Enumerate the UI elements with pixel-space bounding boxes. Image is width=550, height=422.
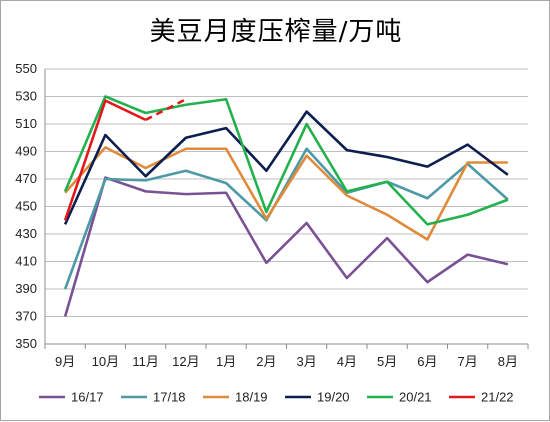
x-tick-label: 3月 [297, 354, 317, 369]
x-tick-label: 12月 [172, 354, 199, 369]
y-tick-label: 450 [15, 199, 37, 214]
x-tick-label: 10月 [92, 354, 119, 369]
x-tick-label: 5月 [377, 354, 397, 369]
y-tick-label: 410 [15, 254, 37, 269]
y-tick-label: 510 [15, 116, 37, 131]
x-tick-label: 4月 [337, 354, 357, 369]
x-tick-label: 1月 [216, 354, 236, 369]
legend-label-19/20: 19/20 [317, 390, 350, 405]
series-line-16/17 [65, 178, 508, 317]
y-tick-label: 530 [15, 89, 37, 104]
y-tick-label: 490 [15, 144, 37, 159]
legend-label-17/18: 17/18 [153, 390, 186, 405]
legend-label-16/17: 16/17 [71, 390, 104, 405]
x-tick-label: 2月 [256, 354, 276, 369]
legend-label-21/22: 21/22 [481, 390, 514, 405]
x-tick-label: 8月 [498, 354, 518, 369]
y-tick-label: 550 [15, 61, 37, 76]
x-tick-label: 9月 [55, 354, 75, 369]
x-tick-label: 7月 [458, 354, 478, 369]
y-tick-label: 350 [15, 336, 37, 351]
y-tick-label: 470 [15, 171, 37, 186]
y-tick-label: 430 [15, 226, 37, 241]
y-tick-label: 390 [15, 281, 37, 296]
legend-label-20/21: 20/21 [399, 390, 432, 405]
x-tick-label: 11月 [132, 354, 159, 369]
legend-label-18/19: 18/19 [235, 390, 268, 405]
x-tick-label: 6月 [417, 354, 437, 369]
y-tick-label: 370 [15, 309, 37, 324]
